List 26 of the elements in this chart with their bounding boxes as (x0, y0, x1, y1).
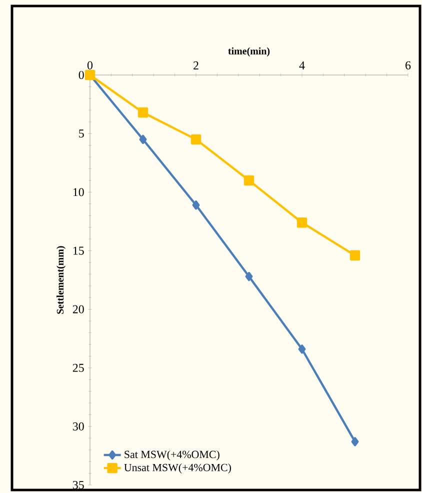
y-tick-label: 35 (72, 480, 84, 490)
point (192, 200, 200, 210)
point (190, 134, 202, 145)
point (351, 437, 359, 446)
y-tick-label: 25 (72, 364, 84, 372)
y-tick-label: 20 (72, 305, 84, 314)
point (244, 175, 254, 186)
x-tick-label: 6 (406, 61, 411, 70)
x-axis-title: time(min) (228, 47, 270, 56)
x-tick-label: 4 (299, 61, 305, 70)
point (298, 344, 306, 354)
point (350, 250, 360, 260)
y-tick-label: 5 (79, 130, 84, 138)
legend-label: Unsat MSW(+4%OMC) (124, 464, 231, 474)
point (138, 107, 148, 118)
y-axis-title: Settlement(mm) (56, 246, 66, 314)
y-tick-label: 30 (72, 422, 84, 430)
y-tick-label: 15 (73, 246, 84, 255)
y-tick-label: 0 (78, 70, 84, 80)
y-tick-label: 10 (73, 188, 84, 196)
x-tick-label: 0 (87, 61, 93, 70)
x-tick-label: 2 (194, 61, 198, 70)
point (245, 272, 253, 282)
point (296, 218, 308, 228)
legend-label: Sat MSW(+4%OMC) (124, 450, 220, 460)
point (139, 134, 147, 144)
